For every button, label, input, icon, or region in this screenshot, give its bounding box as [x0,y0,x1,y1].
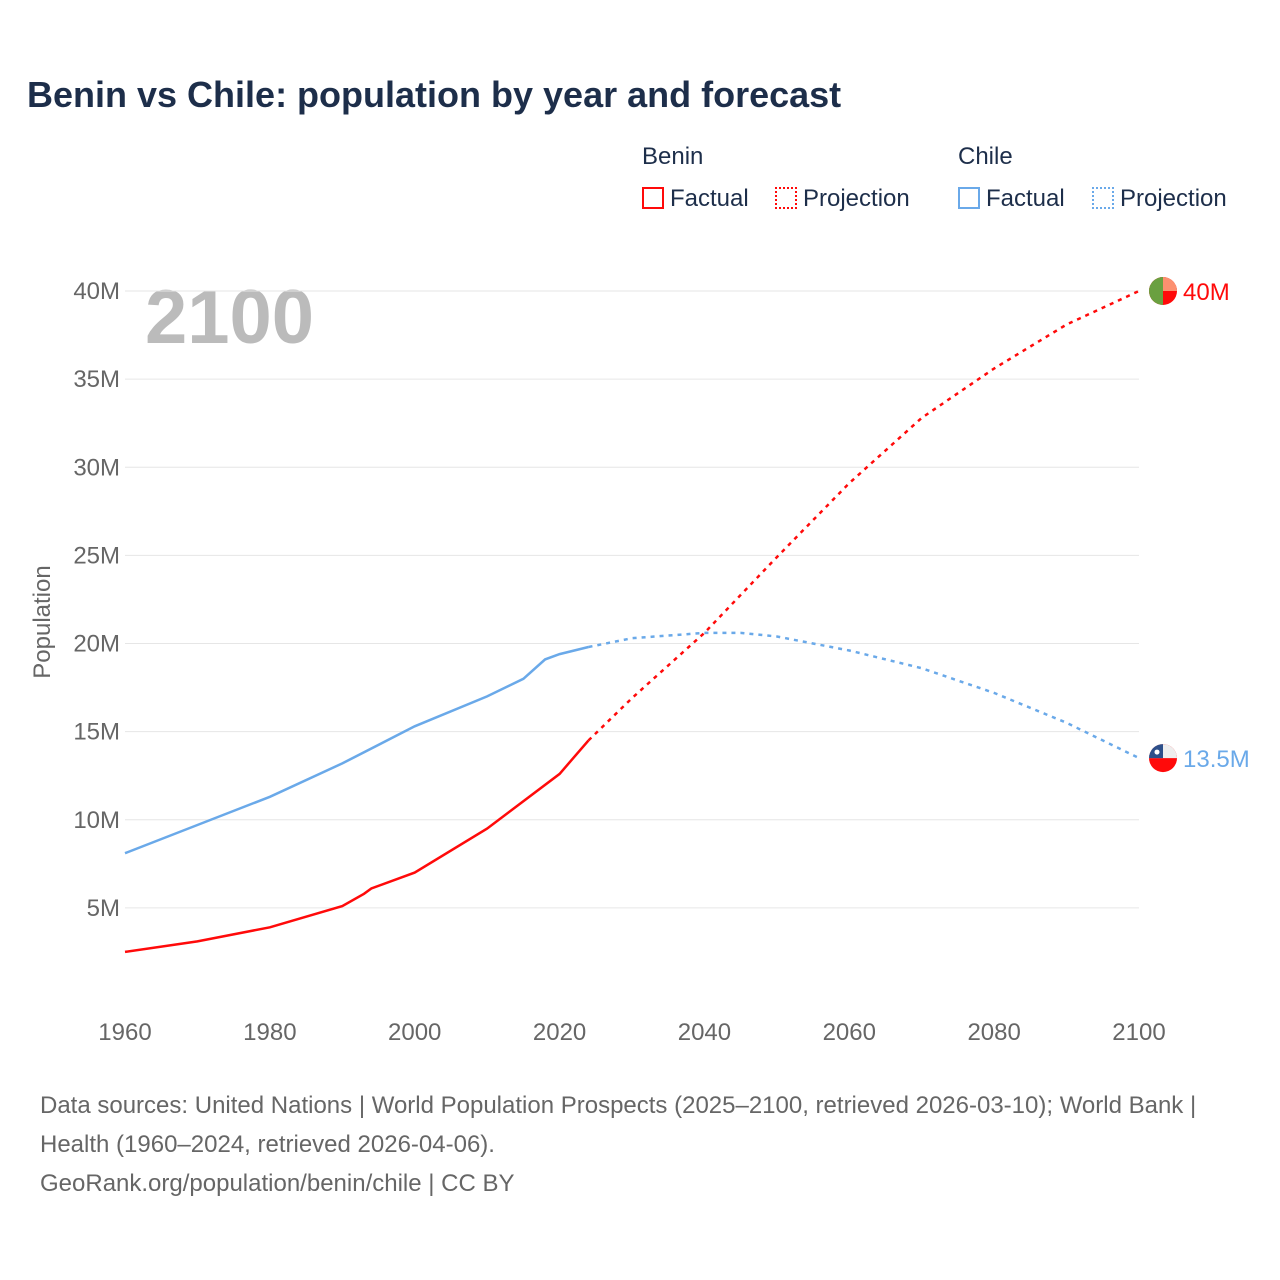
credit-link[interactable]: GeoRank.org/population/benin/chile | CC … [40,1170,515,1197]
legend-chile-factual[interactable]: Factual [958,185,1065,213]
footer: Data sources: United Nations | World Pop… [40,1086,1240,1203]
flag-part [1149,277,1163,305]
data-sources: Data sources: United Nations | World Pop… [40,1092,1197,1158]
y-tick-label: 15M [73,719,120,746]
x-tick-label: 1960 [98,1019,151,1046]
benin-flag-icon [1149,277,1177,305]
legend-label: Projection [803,185,910,212]
legend-benin-projection[interactable]: Projection [775,185,910,213]
y-tick-label: 30M [73,454,120,481]
y-tick-label: 10M [73,807,120,834]
swatch [1092,187,1114,209]
swatch [775,187,797,209]
chile-flag-icon [1149,744,1178,773]
x-tick-label: 2080 [967,1019,1020,1046]
flag-part [1163,277,1177,291]
y-tick-label: 5M [87,895,120,922]
y-tick-label: 25M [73,542,120,569]
y-tick-label: 35M [73,366,120,393]
legend-label: Projection [1120,185,1227,212]
swatch [958,187,980,209]
x-tick-label: 2000 [388,1019,441,1046]
plot-area: 2100 Population 5M 10M 15M 20M 25M 30M 35M 40M 1… [29,275,1250,1046]
legend-chile-title: Chile [958,143,1013,170]
chile-projection-line [588,631,1140,760]
chart-title: Benin vs Chile: population by year and f… [27,74,842,115]
benin-factual-line [124,739,590,954]
legend-label: Factual [670,185,749,212]
flag-star [1154,749,1160,755]
chile-end-label: 13.5M [1183,746,1250,773]
swatch [642,187,664,209]
x-tick-label: 2020 [533,1019,586,1046]
chile-factual-line [124,645,589,855]
x-tick-label: 2100 [1112,1019,1165,1046]
legend-benin-title: Benin [642,143,704,170]
year-badge: 2100 [145,275,314,360]
x-tick-label: 2060 [823,1019,876,1046]
benin-projection-line [587,289,1140,742]
x-tick-label: 1980 [243,1019,296,1046]
legend-label: Factual [986,185,1065,212]
legend-chile-projection[interactable]: Projection [1092,185,1227,213]
benin-end-label: 40M [1183,279,1230,306]
y-tick-label: 20M [73,631,120,658]
y-tick-label: 40M [73,278,120,305]
y-axis-label: Population [29,565,56,678]
legend-benin-factual[interactable]: Factual [642,185,749,213]
x-tick-label: 2040 [678,1019,731,1046]
